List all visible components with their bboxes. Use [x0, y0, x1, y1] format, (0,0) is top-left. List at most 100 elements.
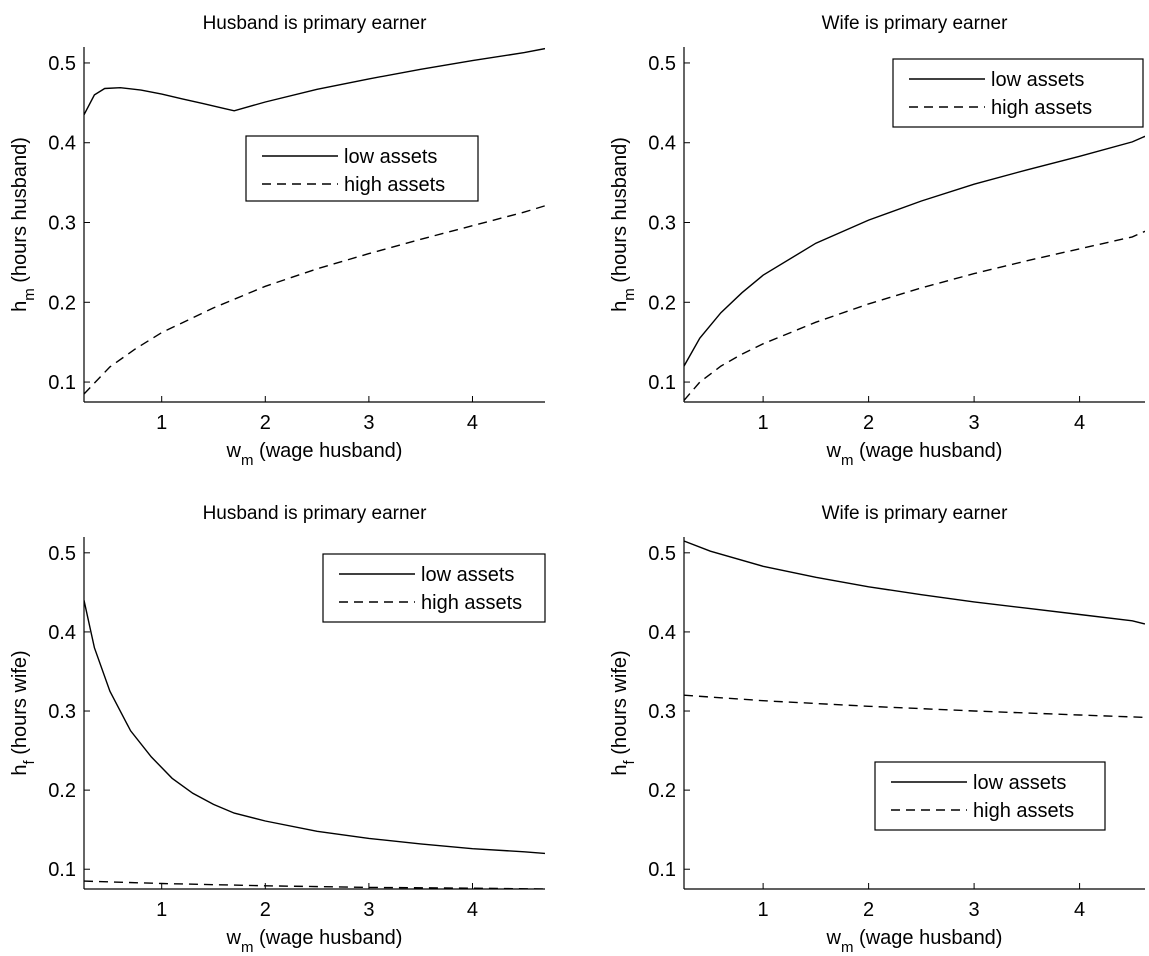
- series-line-low-assets: [84, 600, 545, 855]
- x-axis-label-main: w: [826, 927, 842, 949]
- legend-entry-label: low assets: [973, 772, 1066, 794]
- y-axis-label: hm (hours husband): [609, 137, 638, 312]
- series-line-high-assets: [84, 880, 545, 889]
- y-tick-label: 0.2: [48, 292, 76, 314]
- series-line-high-assets: [84, 205, 545, 395]
- x-axis-label-sub: m: [241, 452, 254, 469]
- y-tick-label: 0.5: [48, 53, 76, 75]
- y-axis-label-rest: (hours wife): [609, 650, 631, 760]
- legend-entry-label: low assets: [991, 69, 1084, 91]
- x-tick-label: 2: [260, 899, 271, 921]
- x-tick-label: 4: [467, 899, 478, 921]
- x-axis-label-rest: (wage husband): [253, 927, 402, 949]
- x-tick-label: 1: [758, 899, 769, 921]
- x-tick-label: 4: [467, 412, 478, 434]
- x-axis-label: wm (wage husband): [826, 440, 1003, 469]
- legend: low assets high assets: [892, 58, 1144, 128]
- chart-title: Husband is primary earner: [203, 503, 428, 524]
- x-axis-label: wm (wage husband): [826, 927, 1003, 956]
- y-axis-label-sub: m: [21, 288, 38, 301]
- y-tick-label: 0.2: [648, 780, 676, 802]
- legend: low assets high assets: [245, 135, 479, 202]
- legend-box: [322, 553, 546, 623]
- subplot-3: Husband is primary earner 1 2 3 4 0.1 0.2 0.3 0.…: [9, 503, 546, 956]
- x-tick-label: 3: [969, 899, 980, 921]
- y-tick-label: 0.2: [648, 292, 676, 314]
- legend-entry-label: low assets: [421, 564, 514, 586]
- y-tick-label: 0.4: [648, 133, 676, 155]
- y-axis-label: hf (hours wife): [609, 650, 638, 775]
- x-axis-label: wm (wage husband): [226, 440, 403, 469]
- y-tick-label: 0.2: [48, 780, 76, 802]
- y-axis-label-sub: f: [621, 760, 638, 765]
- y-tick-label: 0.4: [48, 133, 76, 155]
- y-tick-label: 0.4: [48, 622, 76, 644]
- series-line-high-assets: [684, 694, 1145, 719]
- series-line-low-assets: [84, 47, 545, 116]
- y-tick-label: 0.4: [648, 622, 676, 644]
- y-axis-label: hf (hours wife): [9, 650, 38, 775]
- legend-box: [245, 135, 479, 202]
- x-tick-label: 4: [1074, 412, 1085, 434]
- legend-box: [874, 761, 1106, 831]
- legend-entry-label: high assets: [421, 592, 522, 614]
- y-axis-label-main: h: [609, 765, 631, 776]
- x-tick-label: 1: [758, 412, 769, 434]
- y-tick-label: 0.5: [648, 53, 676, 75]
- y-axis-label-main: h: [9, 301, 31, 312]
- y-axis-label: hm (hours husband): [9, 137, 38, 312]
- x-tick-label: 3: [363, 412, 374, 434]
- y-tick-label: 0.1: [48, 859, 76, 881]
- y-tick-label: 0.5: [648, 543, 676, 565]
- x-tick-label: 1: [156, 412, 167, 434]
- y-tick-label: 0.3: [48, 213, 76, 235]
- subplot-2: Wife is primary earner 1 2 3 4 0.1 0.2 0.3 0.4 0.…: [609, 13, 1145, 469]
- legend-entry-label: high assets: [991, 97, 1092, 119]
- legend-entry-label: low assets: [344, 146, 437, 168]
- x-axis-label: wm (wage husband): [226, 927, 403, 956]
- x-tick-label: 4: [1074, 899, 1085, 921]
- series-line-low-assets: [684, 135, 1145, 367]
- legend: low assets high assets: [874, 761, 1106, 831]
- chart-title: Wife is primary earner: [822, 503, 1008, 524]
- y-tick-label: 0.1: [648, 859, 676, 881]
- y-axis-label-sub: f: [21, 760, 38, 765]
- x-axis-label-sub: m: [241, 939, 254, 956]
- chart-title: Wife is primary earner: [822, 13, 1008, 34]
- y-axis-label-sub: m: [621, 288, 638, 301]
- x-axis-label-main: w: [226, 927, 242, 949]
- y-tick-label: 0.1: [48, 372, 76, 394]
- legend-entry-label: high assets: [973, 800, 1074, 822]
- chart-title: Husband is primary earner: [203, 13, 428, 34]
- subplot-4: Wife is primary earner 1 2 3 4 0.1 0.2 0.3 0.4 0.…: [609, 503, 1145, 956]
- y-axis-label-main: h: [609, 301, 631, 312]
- x-tick-label: 3: [363, 899, 374, 921]
- subplot-1: Husband is primary earner 1 2 3 4 0.1 0.2 0.3 0.…: [9, 13, 545, 469]
- y-axis-label-rest: (hours husband): [609, 137, 631, 288]
- x-tick-label: 2: [863, 899, 874, 921]
- y-axis-label-main: h: [9, 765, 31, 776]
- y-axis-label-rest: (hours wife): [9, 650, 31, 760]
- y-tick-label: 0.3: [648, 213, 676, 235]
- legend: low assets high assets: [322, 553, 546, 623]
- x-tick-label: 2: [863, 412, 874, 434]
- x-axis-label-rest: (wage husband): [853, 927, 1002, 949]
- x-axis-label-sub: m: [841, 939, 854, 956]
- x-axis-label-main: w: [226, 440, 242, 462]
- y-tick-label: 0.3: [48, 701, 76, 723]
- x-tick-label: 1: [156, 899, 167, 921]
- x-axis-label-rest: (wage husband): [853, 440, 1002, 462]
- series-line-high-assets: [684, 230, 1145, 401]
- x-axis-label-rest: (wage husband): [253, 440, 402, 462]
- y-tick-label: 0.3: [648, 701, 676, 723]
- y-axis-label-rest: (hours husband): [9, 137, 31, 288]
- legend-entry-label: high assets: [344, 174, 445, 196]
- y-tick-label: 0.5: [48, 543, 76, 565]
- series-line-low-assets: [684, 540, 1145, 625]
- x-axis-label-sub: m: [841, 452, 854, 469]
- x-tick-label: 2: [260, 412, 271, 434]
- x-axis-label-main: w: [826, 440, 842, 462]
- y-tick-label: 0.1: [648, 372, 676, 394]
- x-tick-label: 3: [969, 412, 980, 434]
